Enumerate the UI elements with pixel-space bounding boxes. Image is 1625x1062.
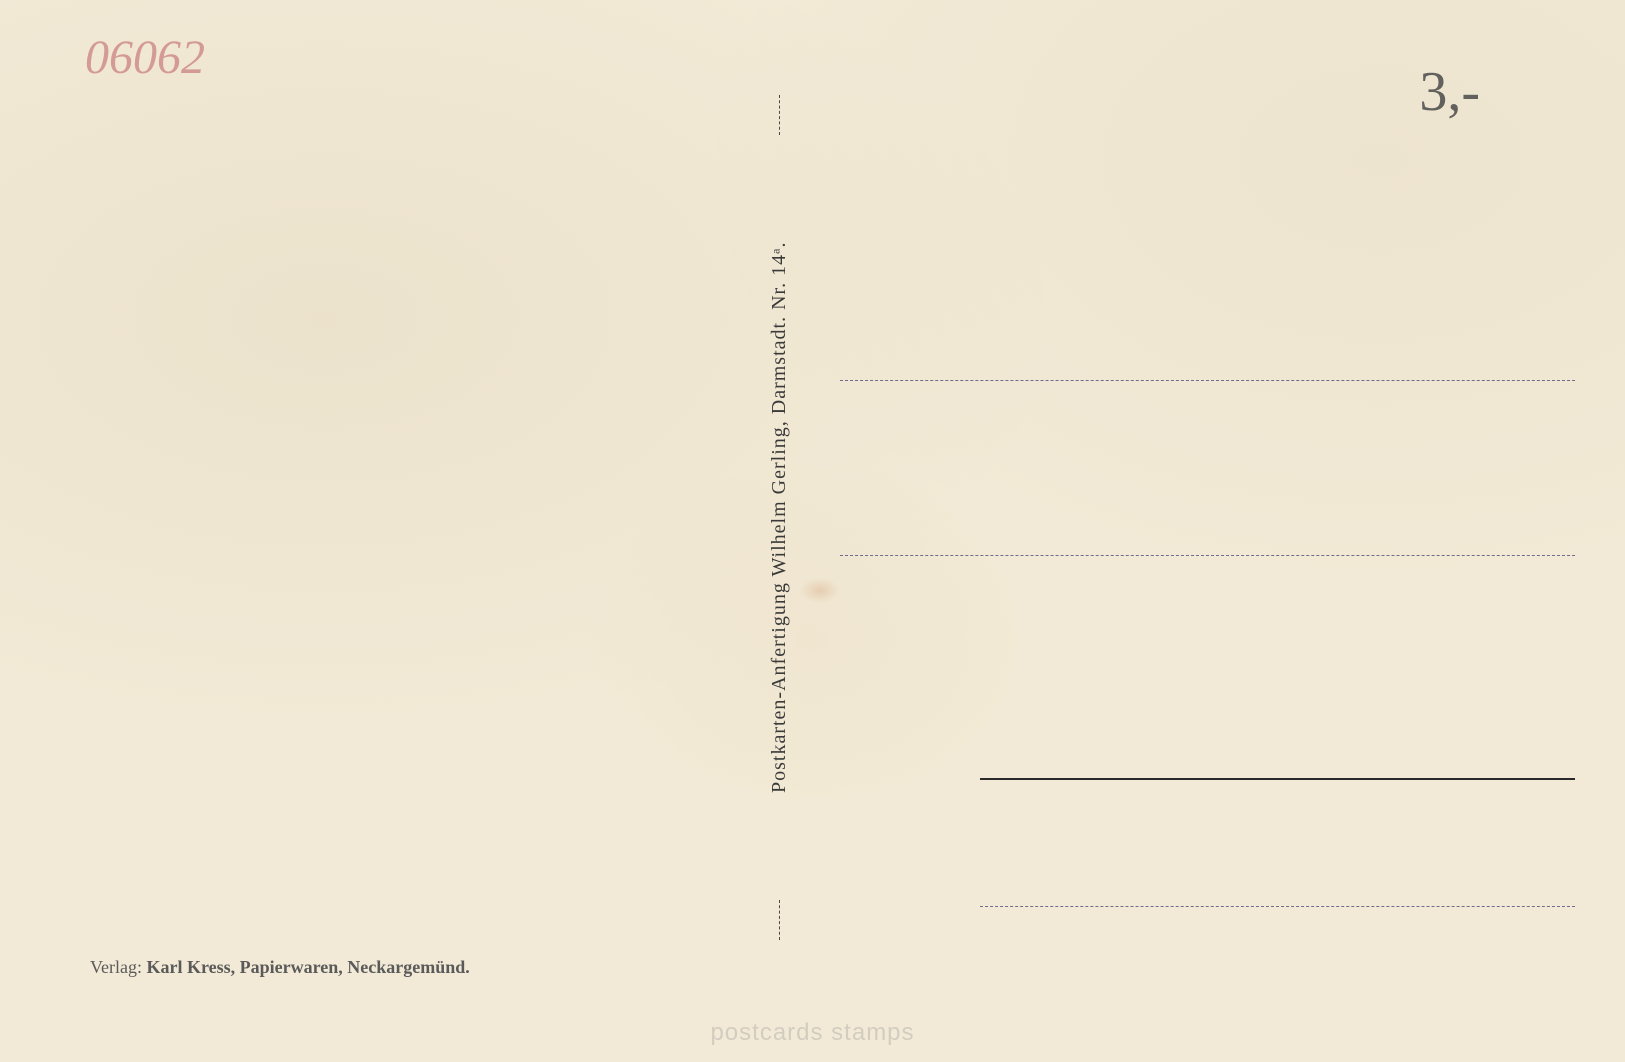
printer-credit-text: Postkarten-Anfertigung Wilhelm Gerling, … <box>768 242 791 794</box>
divider-text-container: Postkarten-Anfertigung Wilhelm Gerling, … <box>768 140 791 895</box>
address-line-1 <box>840 380 1575 381</box>
address-line-3 <box>980 906 1575 907</box>
divider-dash-bottom <box>779 900 780 940</box>
center-divider: Postkarten-Anfertigung Wilhelm Gerling, … <box>768 95 791 945</box>
image-watermark: postcards stamps <box>0 1019 1625 1047</box>
price-annotation: 3,- <box>1419 60 1480 124</box>
publisher-credit: Verlag: Karl Kress, Papierwaren, Neckarg… <box>90 957 470 978</box>
catalog-number-annotation: 06062 <box>85 30 205 85</box>
publisher-name: Karl Kress, Papierwaren, Neckargemünd. <box>146 957 469 977</box>
address-line-2 <box>840 555 1575 556</box>
postal-solid-line <box>980 778 1575 780</box>
divider-dash-top <box>779 95 780 135</box>
postcard-back: 06062 3,- Postkarten-Anfertigung Wilhelm… <box>0 0 1625 1062</box>
aging-stain <box>800 578 840 603</box>
publisher-label: Verlag: <box>90 957 146 977</box>
